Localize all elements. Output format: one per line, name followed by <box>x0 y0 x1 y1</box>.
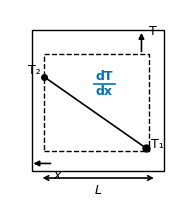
Text: L: L <box>95 184 102 197</box>
Text: T₂: T₂ <box>28 64 41 77</box>
Text: x: x <box>53 169 61 182</box>
Text: dT: dT <box>95 70 113 83</box>
Text: T₁: T₁ <box>151 138 163 151</box>
Bar <box>44 54 149 151</box>
Text: dx: dx <box>96 85 113 98</box>
Text: T: T <box>149 25 157 38</box>
Bar <box>32 30 164 171</box>
